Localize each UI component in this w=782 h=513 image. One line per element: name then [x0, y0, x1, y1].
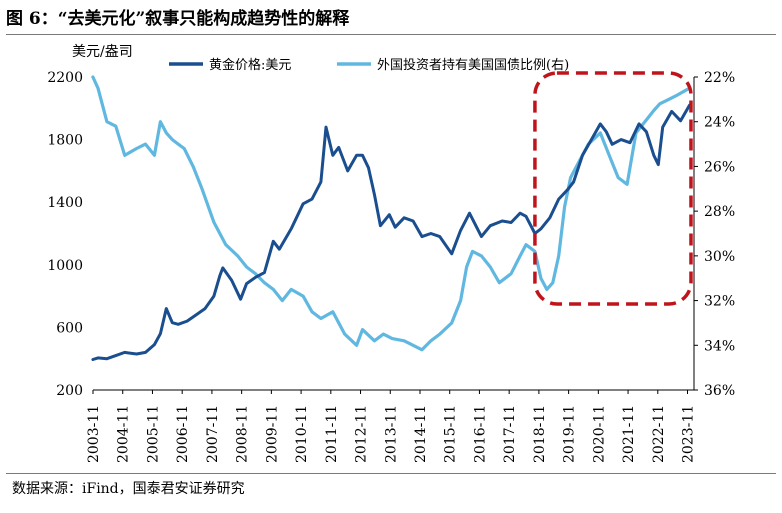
- figure-title: 图 6：“去美元化”叙事只能构成趋势性的解释: [6, 9, 350, 29]
- left-axis-unit-label: 美元/盎司: [72, 44, 133, 60]
- right-axis-ticks: 22% 24% 26% 28% 30% 32% 34% 36%: [693, 70, 735, 399]
- x-tick-label: 2008-11: [235, 405, 251, 463]
- x-tick-label: 2023-11: [681, 405, 697, 463]
- highlight-layer: [533, 71, 693, 306]
- x-tick-label: 2014-11: [413, 405, 429, 463]
- x-tick-label: 2011-11: [324, 405, 340, 463]
- left-tick-label: 1800: [47, 133, 83, 149]
- series-line-foreign-holdings: [91, 75, 692, 352]
- x-tick-label: 2010-11: [294, 405, 310, 463]
- x-tick-label: 2021-11: [621, 405, 637, 463]
- x-tick-label: 2013-11: [383, 405, 399, 463]
- x-tick-label: 2022-11: [651, 405, 667, 463]
- right-tick-label: 32%: [704, 294, 735, 310]
- series-layer: [91, 75, 692, 361]
- x-tick-label: 2015-11: [443, 405, 459, 463]
- right-tick-label: 28%: [704, 204, 735, 220]
- x-tick-label: 2012-11: [354, 405, 370, 463]
- left-axis-ticks: 2200 1800 1400 1000 600 200: [47, 70, 83, 399]
- source-note: 数据来源：iFind，国泰君安证券研究: [12, 481, 245, 497]
- x-axis: 2003-11 2004-11 2005-11 2006-11 2007-11 2008-…: [86, 389, 697, 463]
- right-tick-label: 34%: [704, 338, 735, 354]
- left-tick-label: 200: [56, 383, 83, 399]
- highlight-dashed-box: [533, 71, 693, 306]
- right-tick-label: 22%: [704, 70, 735, 86]
- legend-label-foreign-holdings: 外国投资者持有美国国债比例(右): [377, 57, 569, 73]
- x-tick-label: 2005-11: [145, 405, 161, 463]
- x-tick-label: 2020-11: [591, 405, 607, 463]
- series-line-gold-price: [91, 103, 691, 361]
- right-tick-label: 26%: [704, 159, 735, 175]
- legend-label-gold: 黄金价格:美元: [209, 57, 291, 73]
- right-tick-label: 36%: [704, 383, 735, 399]
- legend: 黄金价格:美元 外国投资者持有美国国债比例(右): [169, 57, 569, 73]
- x-tick-label: 2004-11: [116, 405, 132, 463]
- x-tick-label: 2019-11: [562, 405, 578, 463]
- right-tick-label: 30%: [704, 249, 735, 265]
- x-tick-label: 2007-11: [205, 405, 221, 463]
- left-tick-label: 2200: [47, 70, 83, 86]
- source-divider: [6, 473, 776, 474]
- left-tick-label: 600: [56, 320, 83, 336]
- x-tick-label: 2016-11: [472, 405, 488, 463]
- x-tick-label: 2018-11: [532, 405, 548, 463]
- left-tick-label: 1400: [47, 195, 83, 211]
- title-divider: [6, 34, 776, 35]
- right-tick-label: 24%: [704, 115, 735, 131]
- x-tick-label: 2003-11: [86, 405, 102, 463]
- x-tick-label: 2009-11: [264, 405, 280, 463]
- left-tick-label: 1000: [47, 258, 83, 274]
- x-tick-label: 2006-11: [175, 405, 191, 463]
- x-tick-label: 2017-11: [502, 405, 518, 463]
